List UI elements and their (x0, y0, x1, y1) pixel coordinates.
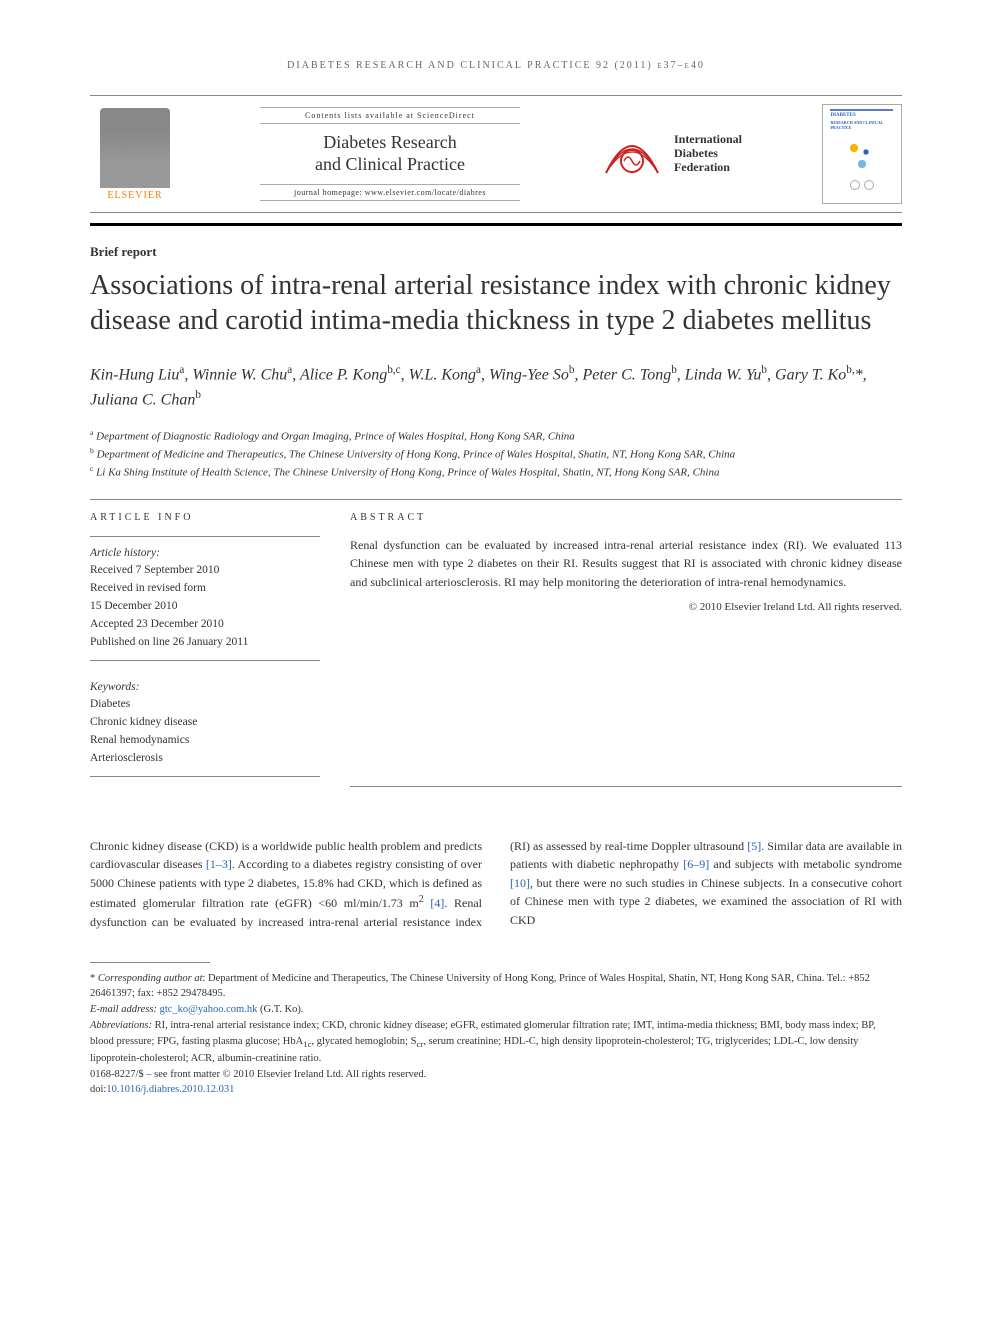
doi-label: doi: (90, 1084, 106, 1095)
keyword: Arteriosclerosis (90, 750, 320, 768)
corr-text: : Department of Medicine and Therapeutic… (90, 973, 870, 1000)
idf-logo-icon (600, 127, 664, 181)
body-span: and subjects with metabolic syndrome (709, 857, 902, 871)
history-line: Received in revised form (90, 580, 320, 598)
body-span: , but there were no such studies in Chin… (510, 876, 902, 927)
corr-label: Corresponding author at (98, 973, 203, 984)
affiliation-b: b Department of Medicine and Therapeutic… (90, 445, 902, 463)
body-text: Chronic kidney disease (CKD) is a worldw… (90, 837, 902, 932)
history-line: Published on line 26 January 2011 (90, 634, 320, 652)
article-title: Associations of intra-renal arterial res… (90, 268, 902, 338)
email-line: E-mail address: gtc_ko@yahoo.com.hk (G.T… (90, 1002, 902, 1018)
keywords-label: Keywords: (90, 679, 320, 697)
cover-title-l1: DIABETES (830, 113, 893, 118)
citation-link[interactable]: [10] (510, 876, 530, 890)
article-history: Article history: Received 7 September 20… (90, 536, 320, 661)
article-info-heading: ARTICLE INFO (90, 510, 320, 526)
history-label: Article history: (90, 545, 320, 563)
elsevier-logo: ELSEVIER (90, 108, 180, 201)
elsevier-tree-icon (100, 108, 170, 188)
journal-header: ELSEVIER Contents lists available at Sci… (90, 95, 902, 213)
journal-title: Diabetes Research and Clinical Practice (260, 132, 520, 175)
idf-block: International Diabetes Federation (600, 127, 742, 181)
keyword: Chronic kidney disease (90, 714, 320, 732)
superscript: 2 (419, 894, 424, 905)
email-who: (G.T. Ko). (257, 1004, 303, 1015)
affiliation-c: c Li Ka Shing Institute of Health Scienc… (90, 463, 902, 481)
footnotes: * Corresponding author at: Department of… (90, 971, 902, 1098)
abbr-text: RI, intra-renal arterial resistance inde… (90, 1020, 876, 1064)
journal-cover-thumb: DIABETES RESEARCH AND CLINICAL PRACTICE (822, 104, 902, 204)
keyword: Diabetes (90, 696, 320, 714)
citation-link[interactable]: [4] (430, 896, 444, 910)
history-line: Received 7 September 2010 (90, 562, 320, 580)
cover-marks (850, 180, 874, 190)
affiliation-a: a Department of Diagnostic Radiology and… (90, 427, 902, 445)
article-section-label: Brief report (90, 244, 902, 260)
journal-title-l1: Diabetes Research (323, 132, 456, 152)
issn-line: 0168-8227/$ – see front matter © 2010 El… (90, 1067, 902, 1083)
email-link[interactable]: gtc_ko@yahoo.com.hk (160, 1004, 258, 1015)
article-info: ARTICLE INFO Article history: Received 7… (90, 500, 320, 786)
author-list: Kin-Hung Liua, Winnie W. Chua, Alice P. … (90, 362, 902, 413)
corresponding-author: * Corresponding author at: Department of… (90, 971, 902, 1003)
history-line: Accepted 23 December 2010 (90, 616, 320, 634)
abstract-copyright: © 2010 Elsevier Ireland Ltd. All rights … (350, 599, 902, 616)
journal-homepage: journal homepage: www.elsevier.com/locat… (260, 184, 520, 201)
header-rule (90, 223, 902, 226)
email-label: E-mail address: (90, 1004, 157, 1015)
citation-link[interactable]: [6–9] (683, 857, 709, 871)
info-abstract-row: ARTICLE INFO Article history: Received 7… (90, 499, 902, 786)
abbreviations: Abbreviations: RI, intra-renal arterial … (90, 1018, 902, 1067)
abbr-label: Abbreviations: (90, 1020, 152, 1031)
history-line: 15 December 2010 (90, 598, 320, 616)
abstract-text: Renal dysfunction can be evaluated by in… (350, 536, 902, 592)
affiliations: a Department of Diagnostic Radiology and… (90, 427, 902, 481)
abstract-heading: ABSTRACT (350, 510, 902, 526)
idf-l3: Federation (674, 160, 730, 174)
idf-text: International Diabetes Federation (674, 133, 742, 174)
keywords-block: Keywords: Diabetes Chronic kidney diseas… (90, 671, 320, 777)
journal-masthead: Contents lists available at ScienceDirec… (260, 107, 520, 200)
cover-art-icon (842, 136, 882, 176)
abstract: ABSTRACT Renal dysfunction can be evalua… (350, 500, 902, 786)
keyword: Renal hemodynamics (90, 732, 320, 750)
running-head: DIABETES RESEARCH AND CLINICAL PRACTICE … (90, 60, 902, 71)
footnote-rule (90, 962, 210, 963)
doi-link[interactable]: 10.1016/j.diabres.2010.12.031 (106, 1084, 234, 1095)
citation-link[interactable]: [5] (747, 839, 761, 853)
journal-title-l2: and Clinical Practice (315, 154, 465, 174)
doi-line: doi:10.1016/j.diabres.2010.12.031 (90, 1082, 902, 1098)
cover-title-l2: RESEARCH AND CLINICAL PRACTICE (830, 120, 893, 130)
citation-link[interactable]: [1–3] (206, 857, 232, 871)
idf-l1: International (674, 132, 742, 146)
idf-l2: Diabetes (674, 146, 718, 160)
sciencedirect-line: Contents lists available at ScienceDirec… (260, 107, 520, 124)
elsevier-label: ELSEVIER (107, 190, 162, 201)
